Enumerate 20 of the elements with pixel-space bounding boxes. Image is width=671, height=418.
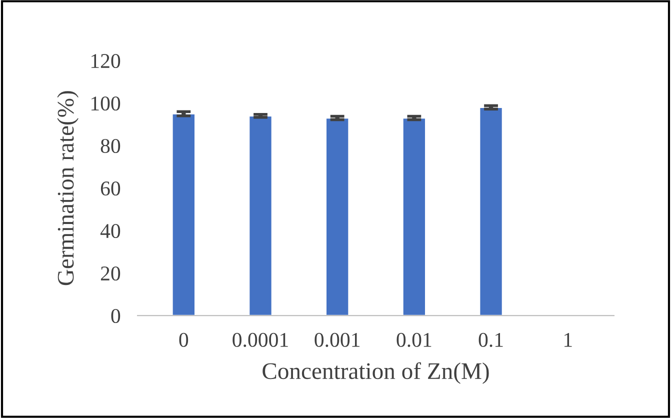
x-axis-title: Concentration of Zn(M) (262, 362, 489, 384)
y-axis-title: Germination rate(%) (57, 91, 79, 286)
bar (478, 106, 504, 316)
bar (171, 113, 196, 316)
x-tick-label: 0.1 (478, 332, 503, 348)
x-tick-label: 0 (179, 332, 188, 347)
y-tick-label: 120 (91, 54, 120, 68)
x-tick-label: 0.01 (396, 332, 432, 348)
y-tick-label: 0 (111, 308, 120, 324)
y-tick-label: 80 (100, 138, 120, 154)
bar (325, 117, 350, 316)
y-tick-label: 20 (100, 266, 120, 281)
y-tick-label: 40 (100, 224, 120, 238)
y-tick-label: 60 (100, 181, 120, 196)
x-tick-label: 0.0001 (232, 332, 288, 348)
x-tick-label: 0.001 (314, 332, 360, 348)
bar (402, 117, 426, 316)
y-tick-label: 100 (91, 96, 120, 111)
x-tick-label: 1 (564, 332, 572, 347)
bar (248, 115, 273, 316)
